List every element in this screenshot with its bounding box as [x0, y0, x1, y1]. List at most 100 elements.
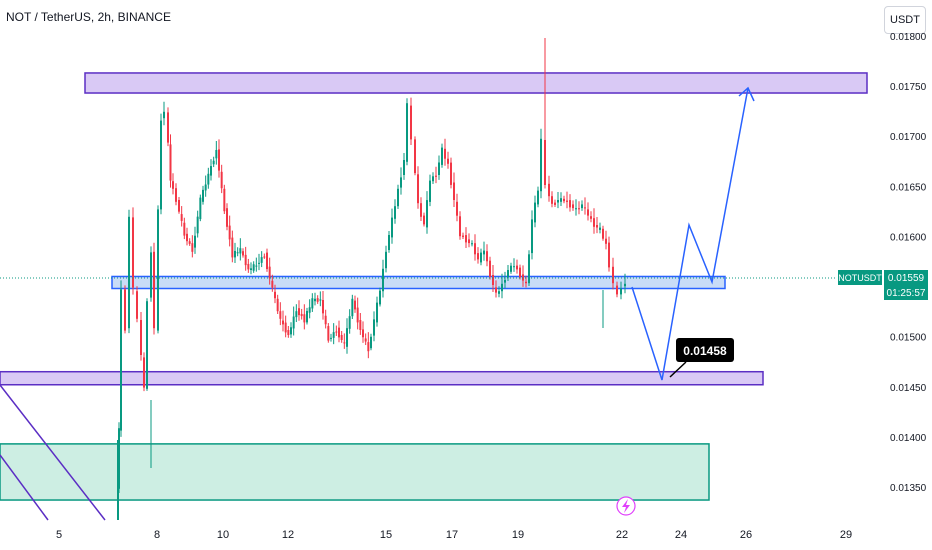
- x-tick-label: 26: [740, 529, 752, 541]
- candle-body: [534, 202, 536, 223]
- candle-body: [471, 243, 473, 245]
- candle-body: [346, 328, 348, 347]
- candle-body: [183, 222, 186, 236]
- lightning-icon[interactable]: [616, 496, 636, 516]
- candle-body: [501, 283, 503, 292]
- candle-body: [204, 184, 207, 191]
- candle-body: [620, 288, 622, 295]
- candle-body: [373, 319, 375, 336]
- candle-body: [525, 281, 527, 284]
- candle-body: [199, 197, 202, 220]
- candle-body: [608, 242, 610, 268]
- candle-body: [226, 208, 228, 227]
- candle-body: [507, 270, 509, 278]
- candle-body: [560, 198, 562, 202]
- candle-body: [247, 263, 250, 270]
- candle-body: [596, 225, 598, 228]
- candle-body: [255, 265, 258, 267]
- y-axis: 0.013500.014000.014500.015000.015500.016…: [890, 32, 927, 494]
- candle-body: [354, 300, 356, 310]
- x-tick-label: 29: [840, 529, 852, 541]
- candle-body: [132, 217, 134, 288]
- candle-body: [242, 251, 244, 256]
- candle-body: [218, 149, 220, 171]
- x-tick-label: 24: [675, 529, 687, 541]
- candle-body: [324, 315, 327, 325]
- candle-body: [414, 139, 416, 174]
- candle-body: [239, 248, 242, 254]
- candle-body: [435, 175, 437, 177]
- candle-body: [480, 252, 482, 263]
- candle-body: [531, 219, 533, 254]
- candle-body: [343, 342, 346, 344]
- candle-body: [410, 105, 412, 140]
- candle-body: [163, 111, 165, 119]
- candle-body: [351, 298, 354, 317]
- candle-body: [569, 200, 571, 208]
- currency-button[interactable]: USDT: [884, 6, 926, 34]
- candle-body: [266, 252, 268, 270]
- candle-body: [376, 302, 378, 323]
- x-tick-label: 12: [282, 529, 294, 541]
- x-tick-label: 17: [446, 529, 458, 541]
- candle-body: [605, 238, 607, 244]
- candle-body: [136, 291, 138, 319]
- candle-body: [492, 275, 494, 285]
- x-tick-label: 10: [217, 529, 229, 541]
- candle-body: [220, 171, 223, 189]
- candle-body: [298, 308, 300, 316]
- candle-body: [522, 274, 524, 281]
- candle-body: [420, 203, 422, 217]
- price-tag-value-bg: [884, 270, 928, 300]
- candle-body: [260, 257, 263, 263]
- candle-body: [212, 160, 215, 165]
- trendline-1: [0, 384, 106, 521]
- candle-body: [572, 204, 574, 209]
- candle-body: [191, 243, 194, 252]
- candle-body: [557, 200, 559, 203]
- candle-body: [207, 173, 210, 185]
- candle-body: [403, 160, 405, 175]
- price-tag: NOTUSDT 0.01559 01:25:57: [838, 270, 928, 300]
- candle-body: [400, 177, 402, 188]
- candle-body: [258, 262, 260, 264]
- candle-body: [385, 251, 387, 269]
- price-tag-symbol-bg: [838, 270, 882, 285]
- candle-body: [338, 327, 340, 338]
- candle-body: [519, 267, 521, 278]
- candle-body: [498, 291, 500, 294]
- candle-body: [483, 250, 485, 255]
- candle-body: [120, 289, 122, 431]
- candle-body: [244, 254, 247, 266]
- candle-body: [495, 287, 497, 293]
- candle-body: [602, 228, 604, 239]
- y-tick-label: 0.01800: [890, 32, 927, 43]
- y-tick-label: 0.01650: [890, 182, 927, 193]
- candle-body: [537, 190, 539, 205]
- candle-body: [314, 298, 316, 302]
- candle-body: [429, 180, 431, 202]
- candle-body: [236, 252, 239, 254]
- candle-body: [223, 188, 226, 212]
- projection-layer: [631, 86, 755, 381]
- x-tick-label: 5: [56, 529, 62, 541]
- candle-body: [292, 316, 295, 329]
- zone-support: [0, 370, 764, 386]
- candle-body: [382, 268, 384, 292]
- symbol-title: NOT / TetherUS, 2h, BINANCE: [6, 10, 171, 24]
- candle-body: [367, 342, 370, 352]
- candle-body: [489, 260, 491, 277]
- candle-body: [335, 331, 338, 333]
- candle-body: [406, 103, 408, 162]
- projection-path: [631, 87, 749, 381]
- candle-body: [340, 335, 343, 340]
- candle-body: [510, 265, 512, 272]
- zone-resistance: [84, 72, 868, 94]
- zone-demand: [0, 443, 710, 501]
- candle-body: [188, 241, 191, 244]
- candle-body: [417, 174, 419, 204]
- candle-body: [423, 215, 425, 225]
- candle-body: [444, 148, 446, 159]
- candle-body: [290, 327, 292, 335]
